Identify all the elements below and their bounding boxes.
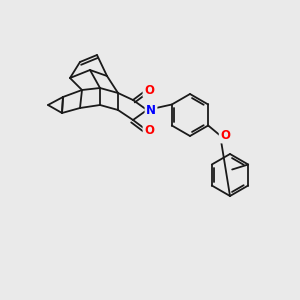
Text: O: O bbox=[144, 83, 154, 97]
Text: O: O bbox=[220, 129, 230, 142]
Text: O: O bbox=[144, 124, 154, 136]
Text: N: N bbox=[146, 103, 156, 116]
